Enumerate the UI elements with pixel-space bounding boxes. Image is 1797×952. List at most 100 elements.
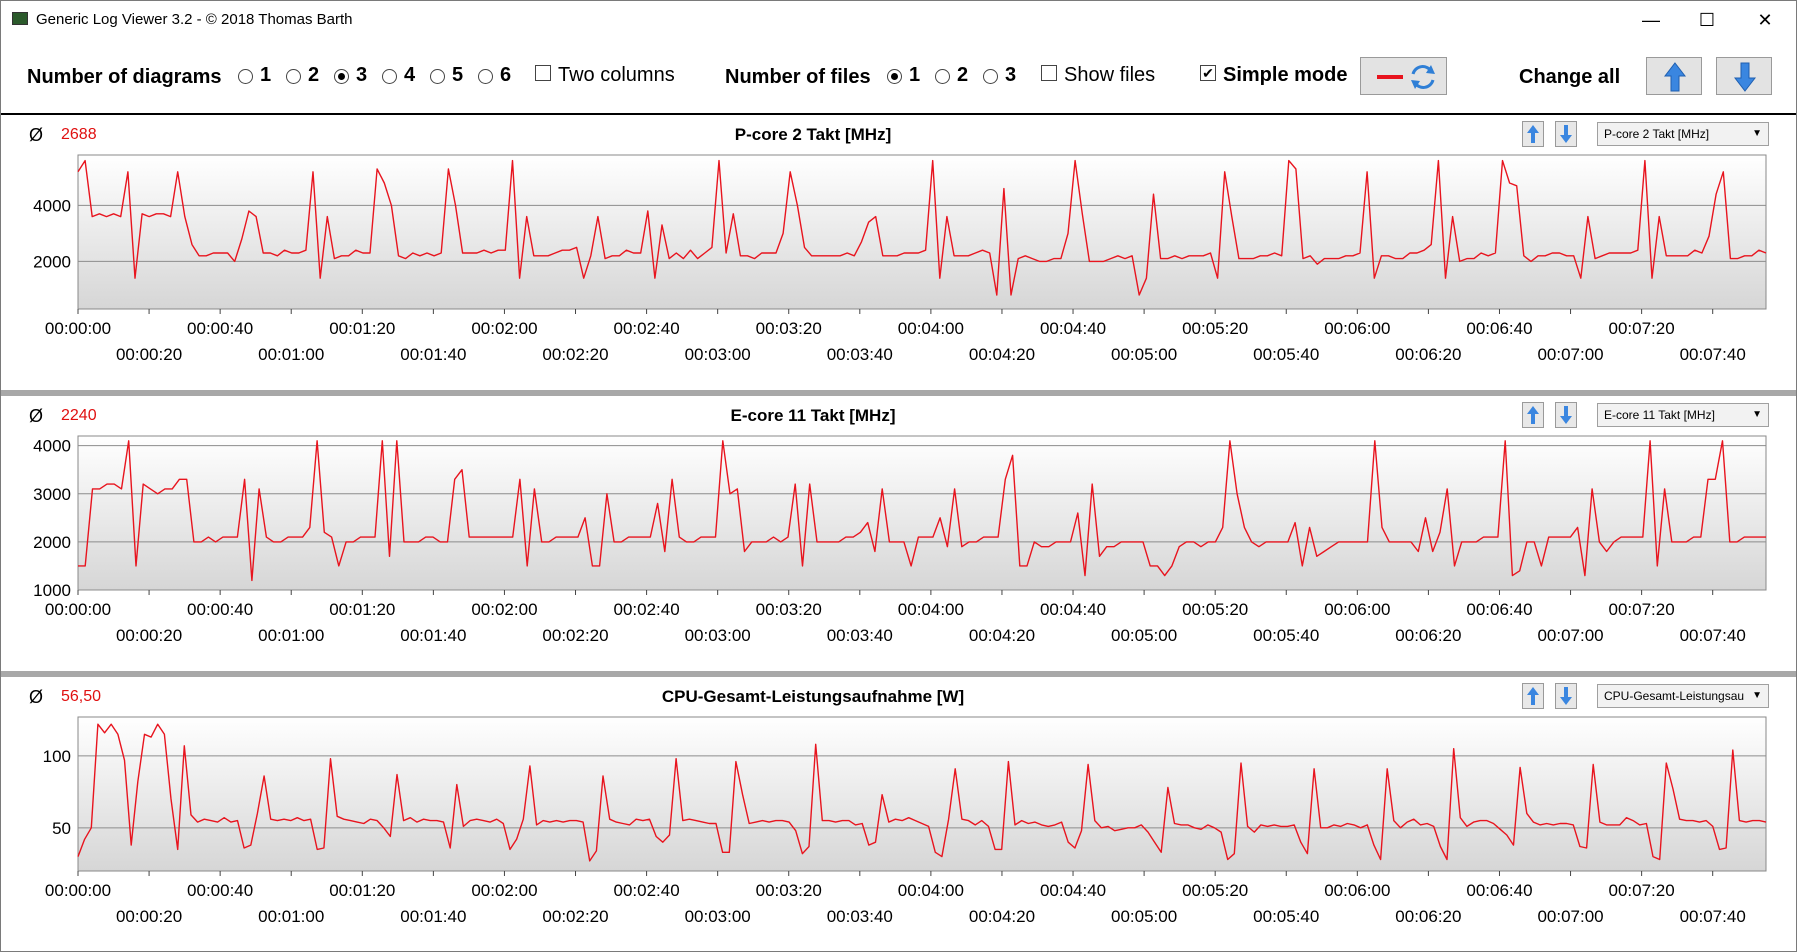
minimize-button[interactable]: — [1642, 10, 1660, 30]
change-all-label: Change all [1519, 66, 1621, 88]
chart-panel-1: Ø 2688 P-core 2 Takt [MHz] P-core 2 Takt… [1, 115, 1796, 390]
series-line [77, 159, 1767, 296]
x-tick-label: 00:05:00 [1111, 907, 1177, 926]
x-tick-label: 00:00:20 [116, 626, 182, 645]
simple-mode-label: Simple mode [1223, 64, 1348, 86]
x-tick-label: 00:04:40 [1040, 600, 1106, 619]
line-chart: 50 100 00:00:00 00:00:40 00:01:20 00:02:00 00:… [43, 716, 1767, 926]
line-color-refresh-button[interactable] [1360, 57, 1447, 95]
file-radio-3[interactable] [983, 69, 998, 84]
arrow-up-icon [1527, 406, 1539, 424]
close-button[interactable]: ✕ [1757, 10, 1773, 30]
x-tick-label: 00:00:40 [187, 881, 253, 900]
x-tick-label: 00:06:20 [1395, 907, 1461, 926]
x-tick-label: 00:06:00 [1324, 319, 1390, 338]
series-select-value: P-core 2 Takt [MHz] [1604, 127, 1710, 141]
two-columns-checkbox[interactable] [535, 65, 551, 81]
series-select-value: E-core 11 Takt [MHz] [1604, 408, 1715, 422]
x-tick-label: 00:02:00 [471, 881, 537, 900]
x-tick-label: 00:04:40 [1040, 881, 1106, 900]
arrow-down-icon [1560, 125, 1572, 143]
average-symbol: Ø [29, 125, 44, 145]
diagram-radio-5[interactable] [430, 69, 445, 84]
x-tick-label: 00:07:40 [1680, 907, 1746, 926]
x-tick-label: 00:07:00 [1537, 345, 1603, 364]
y-tick-label: 50 [52, 819, 71, 838]
simple-mode-checkbox[interactable]: ✔ [1200, 65, 1216, 81]
series-select[interactable]: E-core 11 Takt [MHz] ▼ [1597, 403, 1769, 427]
diagram-radio-label: 2 [308, 64, 320, 86]
file-radio-1[interactable] [887, 69, 902, 84]
y-tick-label: 4000 [33, 437, 71, 456]
panel-separator [1, 390, 1796, 396]
chart-title: CPU-Gesamt-Leistungsaufnahme [W] [661, 687, 965, 706]
maximize-button[interactable]: ☐ [1698, 10, 1716, 30]
x-tick-label: 00:02:20 [542, 907, 608, 926]
x-tick-label: 00:03:20 [756, 600, 822, 619]
x-tick-label: 00:01:40 [400, 907, 466, 926]
panel-down-button[interactable] [1555, 402, 1577, 428]
x-tick-label: 00:01:20 [329, 319, 395, 338]
x-tick-label: 00:06:20 [1395, 345, 1461, 364]
diagram-radio-4[interactable] [382, 69, 397, 84]
y-tick-label: 2000 [33, 252, 71, 271]
series-select[interactable]: P-core 2 Takt [MHz] ▼ [1597, 122, 1769, 146]
x-tick-label: 00:07:00 [1537, 907, 1603, 926]
x-tick-label: 00:04:00 [898, 881, 964, 900]
plot-area [77, 154, 1767, 310]
x-tick-label: 00:00:20 [116, 907, 182, 926]
file-radio-2[interactable] [935, 69, 950, 84]
x-tick-label: 00:00:00 [45, 600, 111, 619]
file-radio-label: 3 [1005, 64, 1017, 86]
line-refresh-icon [1377, 65, 1435, 89]
panel-up-button[interactable] [1522, 402, 1544, 428]
panel-down-button[interactable] [1555, 683, 1577, 709]
x-tick-label: 00:00:00 [45, 881, 111, 900]
diagram-radio-2[interactable] [286, 69, 301, 84]
x-tick-label: 00:01:20 [329, 600, 395, 619]
diagram-radio-6[interactable] [478, 69, 493, 84]
show-files-label: Show files [1064, 64, 1156, 86]
x-tick-label: 00:01:00 [258, 907, 324, 926]
arrow-down-icon [1560, 406, 1572, 424]
x-tick-label: 00:04:20 [969, 907, 1035, 926]
y-tick-label: 100 [43, 747, 71, 766]
chevron-down-icon: ▼ [1752, 409, 1762, 420]
x-tick-label: 00:06:20 [1395, 626, 1461, 645]
diagram-radio-3[interactable] [334, 69, 349, 84]
diagram-radio-label: 6 [500, 64, 512, 86]
x-tick-label: 00:06:40 [1466, 881, 1532, 900]
x-tick-label: 00:03:00 [685, 626, 751, 645]
show-files-checkbox[interactable] [1041, 65, 1057, 81]
y-tick-label: 3000 [33, 485, 71, 504]
x-tick-label: 00:02:40 [613, 881, 679, 900]
series-select[interactable]: CPU-Gesamt-Leistungsau ▼ [1597, 684, 1769, 708]
diagram-radio-1[interactable] [238, 69, 253, 84]
y-tick-label: 2000 [33, 533, 71, 552]
arrow-down-icon [1560, 687, 1572, 705]
line-chart: 1000 2000 3000 4000 00:00:00 00:00:40 00:01:20… [33, 435, 1767, 645]
diagram-radio-label: 1 [260, 64, 272, 86]
file-radio-label: 2 [957, 64, 969, 86]
average-value: 2688 [61, 126, 97, 143]
x-tick-label: 00:03:20 [756, 319, 822, 338]
x-tick-label: 00:01:20 [329, 881, 395, 900]
x-tick-label: 00:01:00 [258, 345, 324, 364]
x-tick-label: 00:06:00 [1324, 881, 1390, 900]
change-all-down-button[interactable] [1716, 57, 1772, 95]
change-all-up-button[interactable] [1646, 57, 1702, 95]
x-tick-label: 00:03:40 [827, 907, 893, 926]
x-tick-label: 00:01:00 [258, 626, 324, 645]
x-tick-label: 00:02:00 [471, 600, 537, 619]
y-tick-label: 1000 [33, 581, 71, 600]
chevron-down-icon: ▼ [1752, 690, 1762, 701]
x-tick-label: 00:07:20 [1609, 319, 1675, 338]
x-tick-label: 00:04:20 [969, 345, 1035, 364]
panel-up-button[interactable] [1522, 683, 1544, 709]
chart-panel-3: Ø 56,50 CPU-Gesamt-Leistungsaufnahme [W]… [1, 677, 1796, 951]
x-tick-label: 00:06:40 [1466, 600, 1532, 619]
chevron-down-icon: ▼ [1752, 128, 1762, 139]
panel-up-button[interactable] [1522, 121, 1544, 147]
x-tick-label: 00:05:20 [1182, 881, 1248, 900]
panel-down-button[interactable] [1555, 121, 1577, 147]
